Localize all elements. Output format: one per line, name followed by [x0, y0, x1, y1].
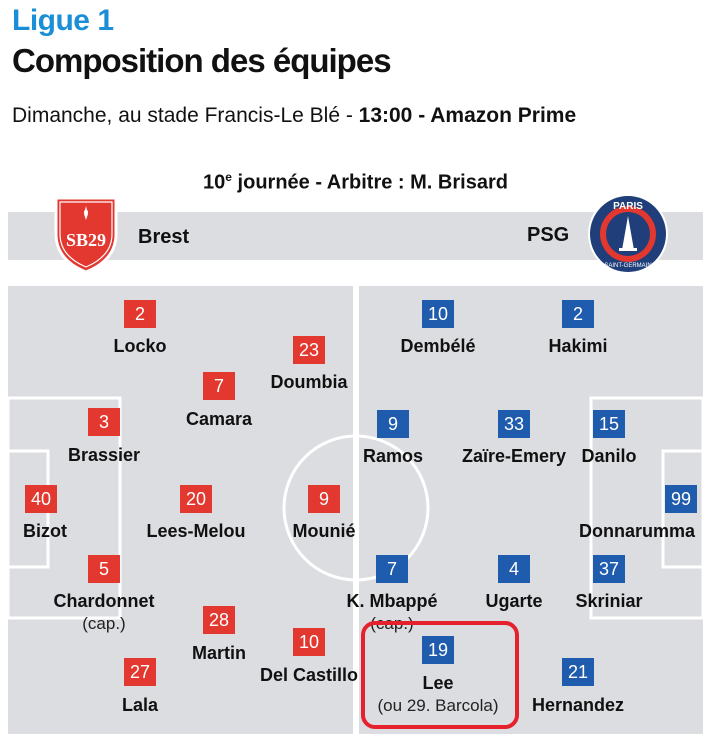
home-player-number: 3 — [88, 408, 120, 436]
home-player-name: Locko — [113, 336, 167, 356]
away-player-number: 21 — [562, 658, 594, 686]
away-player-number: 33 — [498, 410, 530, 438]
match-separator: - — [412, 104, 431, 127]
away-player-number: 15 — [593, 410, 625, 438]
home-player-name: Brassier — [67, 445, 141, 465]
pitch-markings — [8, 396, 703, 620]
home-player-number: 2 — [124, 300, 156, 328]
away-player-name: Zaïre-Emery — [461, 446, 567, 466]
away-player-name: Ugarte — [485, 591, 543, 611]
home-player-name: Camara — [185, 409, 253, 429]
home-player-name: Lees-Melou — [146, 521, 246, 541]
home-player-number: 20 — [180, 485, 212, 513]
round-ordinal: e — [225, 170, 232, 184]
home-player-number: 23 — [293, 336, 325, 364]
league-title: Ligue 1 — [12, 4, 114, 37]
home-player-name: Chardonnet — [53, 591, 155, 611]
away-player-number: 37 — [593, 555, 625, 583]
away-player-number: 10 — [422, 300, 454, 328]
home-captain-note: (cap.) — [82, 614, 126, 633]
home-player-number: 9 — [308, 485, 340, 513]
team-name-away: PSG — [527, 224, 570, 246]
home-player-number: 7 — [203, 372, 235, 400]
highlight-circle — [361, 621, 519, 729]
away-player-name: Dembélé — [400, 336, 476, 356]
home-player-name: Bizot — [23, 521, 67, 541]
home-player-name: Mounié — [292, 521, 356, 541]
away-player-number: 99 — [665, 485, 697, 513]
page-title: Composition des équipes — [12, 42, 392, 79]
pitch-half-away — [359, 286, 703, 734]
away-player-number: 19 — [422, 636, 454, 664]
match-venue: Dimanche, au stade Francis-Le Blé - — [12, 104, 359, 127]
away-player-name: Danilo — [581, 446, 637, 466]
away-substitute-note: (ou 29. Barcola) — [377, 696, 499, 715]
away-player-name: Ramos — [362, 446, 424, 466]
match-time: 13:00 — [358, 104, 413, 127]
away-player-number: 9 — [377, 410, 409, 438]
match-info: Dimanche, au stade Francis-Le Blé - 13:0… — [12, 104, 576, 128]
home-player-number: 10 — [293, 628, 325, 656]
home-player-name: Del Castillo — [259, 665, 359, 685]
away-player-name: Hernandez — [531, 695, 625, 715]
round-number: 10 — [203, 171, 226, 194]
away-player-number: 7 — [376, 555, 408, 583]
psg-crest-subtext: SAINT-GERMAIN — [604, 263, 651, 269]
home-player-number: 40 — [25, 485, 57, 513]
away-player-number: 4 — [498, 555, 530, 583]
home-player-name: Doumbia — [270, 372, 348, 392]
away-player-name: Lee — [422, 673, 454, 693]
home-player-number: 5 — [88, 555, 120, 583]
team-name-home: Brest — [138, 226, 190, 248]
home-player-name: Lala — [121, 695, 159, 715]
round-referee-text: journée - Arbitre : M. Brisard — [231, 171, 508, 194]
brest-crest-icon: SB29 — [54, 196, 118, 274]
home-player-number: 28 — [203, 606, 235, 634]
psg-crest-icon: PARIS SAINT-GERMAIN — [588, 194, 668, 274]
away-player-name: Skriniar — [575, 591, 643, 611]
away-player-name: K. Mbappé — [346, 591, 438, 611]
home-player-name: Martin — [192, 643, 246, 663]
away-player-number: 2 — [562, 300, 594, 328]
brest-crest-text: SB29 — [66, 230, 106, 250]
away-player-name: Hakimi — [548, 336, 608, 356]
team-bar — [8, 212, 703, 260]
psg-crest-text: PARIS — [613, 201, 643, 212]
home-player-number: 27 — [124, 658, 156, 686]
match-broadcaster: Amazon Prime — [430, 104, 577, 127]
round-referee: 10e journée - Arbitre : M. Brisard — [0, 170, 711, 195]
away-player-name: Donnarumma — [578, 521, 696, 541]
